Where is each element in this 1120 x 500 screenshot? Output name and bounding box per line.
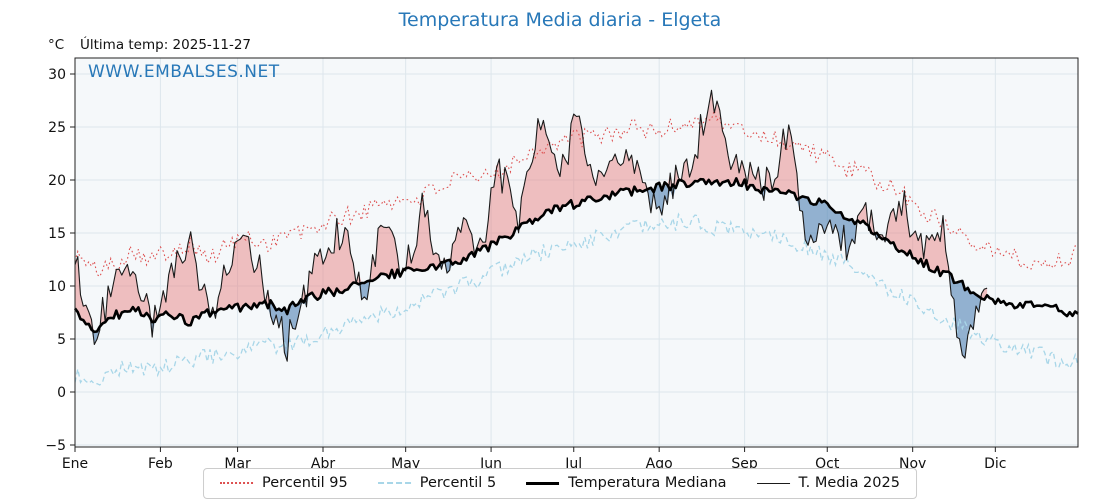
y-tick-label: 10: [48, 279, 66, 295]
temperatura-mediana-line: [73, 177, 1079, 334]
t-media-2025-line: [74, 89, 988, 362]
fill-above-median: [75, 90, 988, 332]
last-temp-label: Última temp: 2025-11-27: [80, 37, 252, 53]
percentil-95-line: [74, 108, 1079, 278]
legend-item-t-media-2025: T. Media 2025: [756, 475, 900, 491]
legend: Percentil 95 Percentil 5 Temperatura Med…: [203, 468, 917, 499]
legend-label-t-media-2025: T. Media 2025: [798, 475, 900, 491]
legend-item-temperatura-mediana: Temperatura Mediana: [526, 475, 727, 491]
y-axis-unit-label: °C: [48, 37, 65, 53]
x-tick-label: Ene: [62, 456, 88, 472]
x-tick-label: Feb: [148, 456, 173, 472]
temperatura-mediana-line-sample: [526, 481, 560, 485]
legend-label-percentil-95: Percentil 95: [262, 475, 348, 491]
y-tick-label: 30: [48, 67, 66, 83]
y-tick-label: 5: [57, 332, 66, 348]
t-media-2025-line-sample: [756, 482, 790, 484]
x-tick-label: Dic: [984, 456, 1006, 472]
y-tick-label: −5: [45, 438, 66, 454]
legend-label-percentil-5: Percentil 5: [419, 475, 497, 491]
percentil-5-line-sample: [377, 482, 411, 484]
y-tick-label: 20: [48, 173, 66, 189]
legend-label-temperatura-mediana: Temperatura Mediana: [568, 475, 727, 491]
chart-title: Temperatura Media diaria - Elgeta: [398, 9, 722, 31]
y-tick-label: 15: [48, 226, 66, 242]
y-tick-label: 25: [48, 120, 66, 136]
percentil-5-line: [74, 212, 1079, 386]
legend-item-percentil-5: Percentil 5: [377, 475, 497, 491]
watermark: WWW.EMBALSES.NET: [88, 62, 280, 82]
legend-item-percentil-95: Percentil 95: [220, 475, 348, 491]
percentil-95-line-sample: [220, 482, 254, 484]
plot-border: [74, 57, 1079, 448]
y-tick-label: 0: [57, 385, 66, 401]
